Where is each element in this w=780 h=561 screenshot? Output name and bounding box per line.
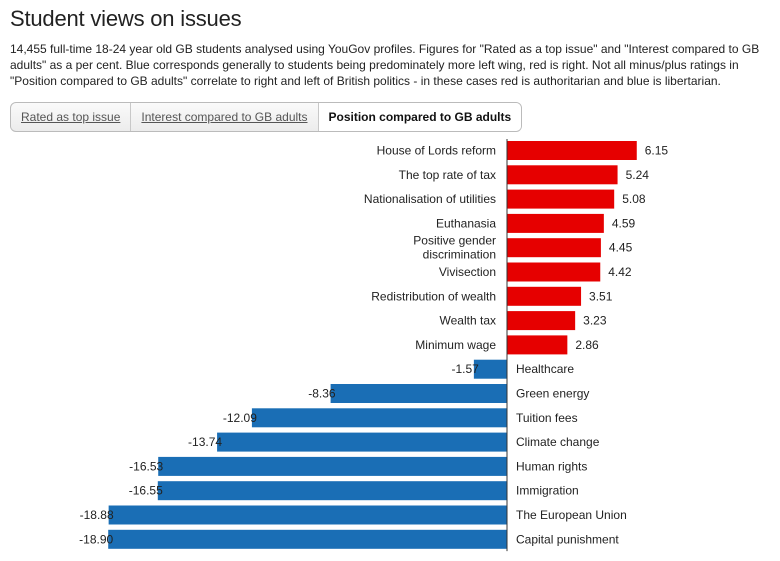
category-label: Nationalisation of utilities — [364, 192, 496, 206]
category-label: Minimum wage — [415, 338, 496, 352]
bar-11 — [251, 408, 507, 428]
bar-8 — [507, 335, 568, 355]
bar-13 — [158, 456, 508, 476]
category-label: Healthcare — [516, 362, 574, 376]
category-label: The European Union — [516, 508, 627, 522]
bar-3 — [507, 213, 604, 233]
value-label: -16.53 — [129, 459, 163, 473]
value-label: 4.42 — [608, 265, 632, 279]
category-label: Immigration — [516, 484, 579, 498]
value-label: 4.59 — [612, 216, 636, 230]
value-label: 2.86 — [575, 338, 599, 352]
value-label: -12.09 — [223, 411, 257, 425]
page-description: 14,455 full-time 18-24 year old GB stude… — [10, 42, 760, 88]
tab-position-compared[interactable]: Position compared to GB adults — [318, 103, 522, 131]
bar-14 — [157, 481, 508, 501]
value-label: -8.36 — [308, 387, 336, 401]
bar-1 — [507, 165, 618, 185]
value-label: 5.24 — [626, 168, 650, 182]
value-label: -18.90 — [79, 532, 113, 546]
category-label: Redistribution of wealth — [371, 289, 496, 303]
bar-2 — [507, 189, 615, 209]
value-label: -1.57 — [452, 362, 480, 376]
value-label: 6.15 — [645, 144, 669, 158]
value-label: -18.88 — [80, 508, 114, 522]
bar-9 — [473, 359, 507, 379]
category-label: Tuition fees — [516, 411, 578, 425]
bar-4 — [507, 238, 601, 258]
bar-16 — [108, 529, 508, 549]
view-tabs: Rated as top issue Interest compared to … — [10, 102, 523, 132]
value-label: -13.74 — [188, 435, 222, 449]
value-label: 3.23 — [583, 314, 607, 328]
bar-6 — [507, 286, 582, 306]
category-label: Human rights — [516, 459, 587, 473]
category-label: Capital punishment — [516, 532, 619, 546]
value-label: 4.45 — [609, 241, 633, 255]
category-label: House of Lords reform — [377, 144, 496, 158]
bar-15 — [108, 505, 507, 525]
bar-12 — [217, 432, 507, 452]
value-label: -16.55 — [129, 484, 163, 498]
page-title: Student views on issues — [10, 6, 242, 31]
value-label: 5.08 — [622, 192, 646, 206]
bar-0 — [507, 141, 637, 160]
value-label: 3.51 — [589, 289, 613, 303]
bar-10 — [330, 384, 507, 403]
category-label: Green energy — [516, 387, 589, 401]
category-label: Climate change — [516, 435, 600, 449]
category-label: Wealth tax — [440, 314, 496, 328]
bar-5 — [507, 262, 601, 282]
category-label: Euthanasia — [436, 216, 496, 230]
category-label: Vivisection — [439, 265, 496, 279]
bar-7 — [507, 311, 576, 331]
tab-rated-as-top-issue[interactable]: Rated as top issue — [11, 103, 132, 131]
category-label: Positive gender discrimination — [413, 234, 496, 262]
tab-interest-compared[interactable]: Interest compared to GB adults — [131, 103, 319, 131]
category-label: The top rate of tax — [399, 168, 496, 182]
